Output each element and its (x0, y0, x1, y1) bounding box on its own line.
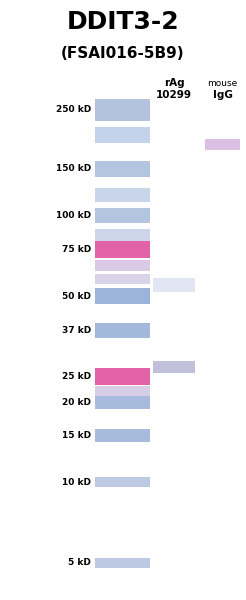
Text: 150 kD: 150 kD (56, 164, 91, 173)
Bar (95, 229, 150, 241)
Bar (95, 127, 150, 143)
Text: 10 kD: 10 kD (62, 478, 91, 487)
Bar (153, 278, 195, 292)
Text: 37 kD: 37 kD (62, 326, 91, 335)
Text: (FSAI016-5B9): (FSAI016-5B9) (61, 46, 185, 61)
Text: 10299: 10299 (156, 90, 192, 100)
Bar (95, 429, 150, 442)
Bar (205, 139, 240, 150)
Text: 75 kD: 75 kD (62, 245, 91, 254)
Text: DDIT3-2: DDIT3-2 (67, 10, 179, 34)
Text: 15 kD: 15 kD (62, 431, 91, 440)
Bar (95, 558, 150, 568)
Bar (95, 395, 150, 409)
Text: 20 kD: 20 kD (62, 398, 91, 407)
Bar (95, 260, 150, 271)
Bar (95, 478, 150, 487)
Bar (95, 288, 150, 304)
Bar (95, 161, 150, 177)
Text: mouse: mouse (207, 79, 238, 88)
Text: 25 kD: 25 kD (62, 372, 91, 381)
Bar (95, 188, 150, 202)
Text: IgG: IgG (213, 90, 232, 100)
Bar (153, 361, 195, 373)
Text: 250 kD: 250 kD (56, 105, 91, 114)
Bar (95, 98, 150, 121)
Text: 5 kD: 5 kD (68, 558, 91, 567)
Bar (95, 241, 150, 257)
Bar (95, 323, 150, 338)
Text: 50 kD: 50 kD (62, 292, 91, 301)
Bar (95, 368, 150, 385)
Bar (95, 274, 150, 284)
Text: rAg: rAg (164, 78, 184, 88)
Bar (95, 208, 150, 223)
Text: 100 kD: 100 kD (56, 211, 91, 220)
Bar (95, 386, 150, 396)
